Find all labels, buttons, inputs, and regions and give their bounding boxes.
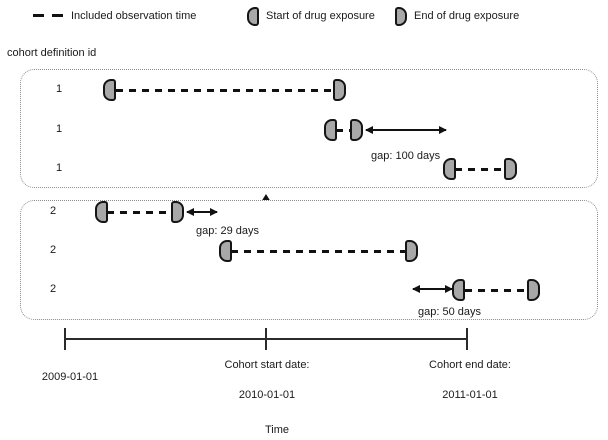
observation-dash-line — [231, 250, 406, 253]
dashed-line-icon — [33, 14, 63, 17]
observation-dash-line — [107, 211, 172, 214]
cohort-end-date-label: Cohort end date: — [429, 359, 511, 371]
legend-label-start-exposure: Start of drug exposure — [266, 10, 375, 22]
legend-label-end-exposure: End of drug exposure — [414, 10, 520, 22]
exposure-end-pill — [527, 279, 540, 301]
exposure-end-pill — [504, 158, 517, 180]
row-label: 2 — [49, 244, 57, 256]
gap-label: gap: 50 days — [418, 306, 481, 318]
end-pill-icon — [395, 7, 407, 26]
cohort-2-box — [20, 200, 598, 320]
legend-label-observation-time: Included observation time — [71, 10, 197, 22]
gap-arrow — [412, 285, 453, 293]
axis-tick-2009 — [64, 328, 66, 350]
cohort-start-date-label: Cohort start date: — [224, 359, 310, 371]
row-label: 1 — [55, 123, 63, 135]
tick-label-2010: 2010-01-01 — [238, 389, 296, 401]
axis-tick-2011 — [466, 328, 468, 350]
gap-arrow — [365, 126, 447, 134]
time-axis-title: Time — [264, 424, 290, 436]
gap-label: gap: 100 days — [371, 150, 441, 162]
exposure-start-pill — [452, 279, 465, 301]
cohort-start-marker-triangle — [261, 194, 271, 202]
tick-label-2009: 2009-01-01 — [41, 371, 99, 383]
observation-dash-line — [116, 89, 334, 92]
observation-dash-line — [455, 168, 505, 171]
row-label: 1 — [55, 162, 63, 174]
cohort-definition-id-header: cohort definition id — [7, 47, 97, 59]
exposure-end-pill — [333, 79, 346, 101]
observation-dash-line — [336, 129, 351, 132]
row-label: 1 — [55, 83, 63, 95]
start-pill-icon — [247, 7, 259, 26]
exposure-end-pill — [171, 201, 184, 223]
observation-dash-line — [465, 289, 527, 292]
gap-arrow — [186, 208, 218, 216]
exposure-end-pill — [405, 240, 418, 262]
row-label: 2 — [49, 205, 57, 217]
tick-label-2011: 2011-01-01 — [442, 389, 498, 401]
exposure-start-pill — [103, 79, 116, 101]
exposure-end-pill — [350, 119, 363, 141]
row-label: 2 — [49, 283, 57, 295]
gap-label: gap: 29 days — [196, 225, 259, 237]
axis-tick-2010 — [265, 328, 267, 350]
